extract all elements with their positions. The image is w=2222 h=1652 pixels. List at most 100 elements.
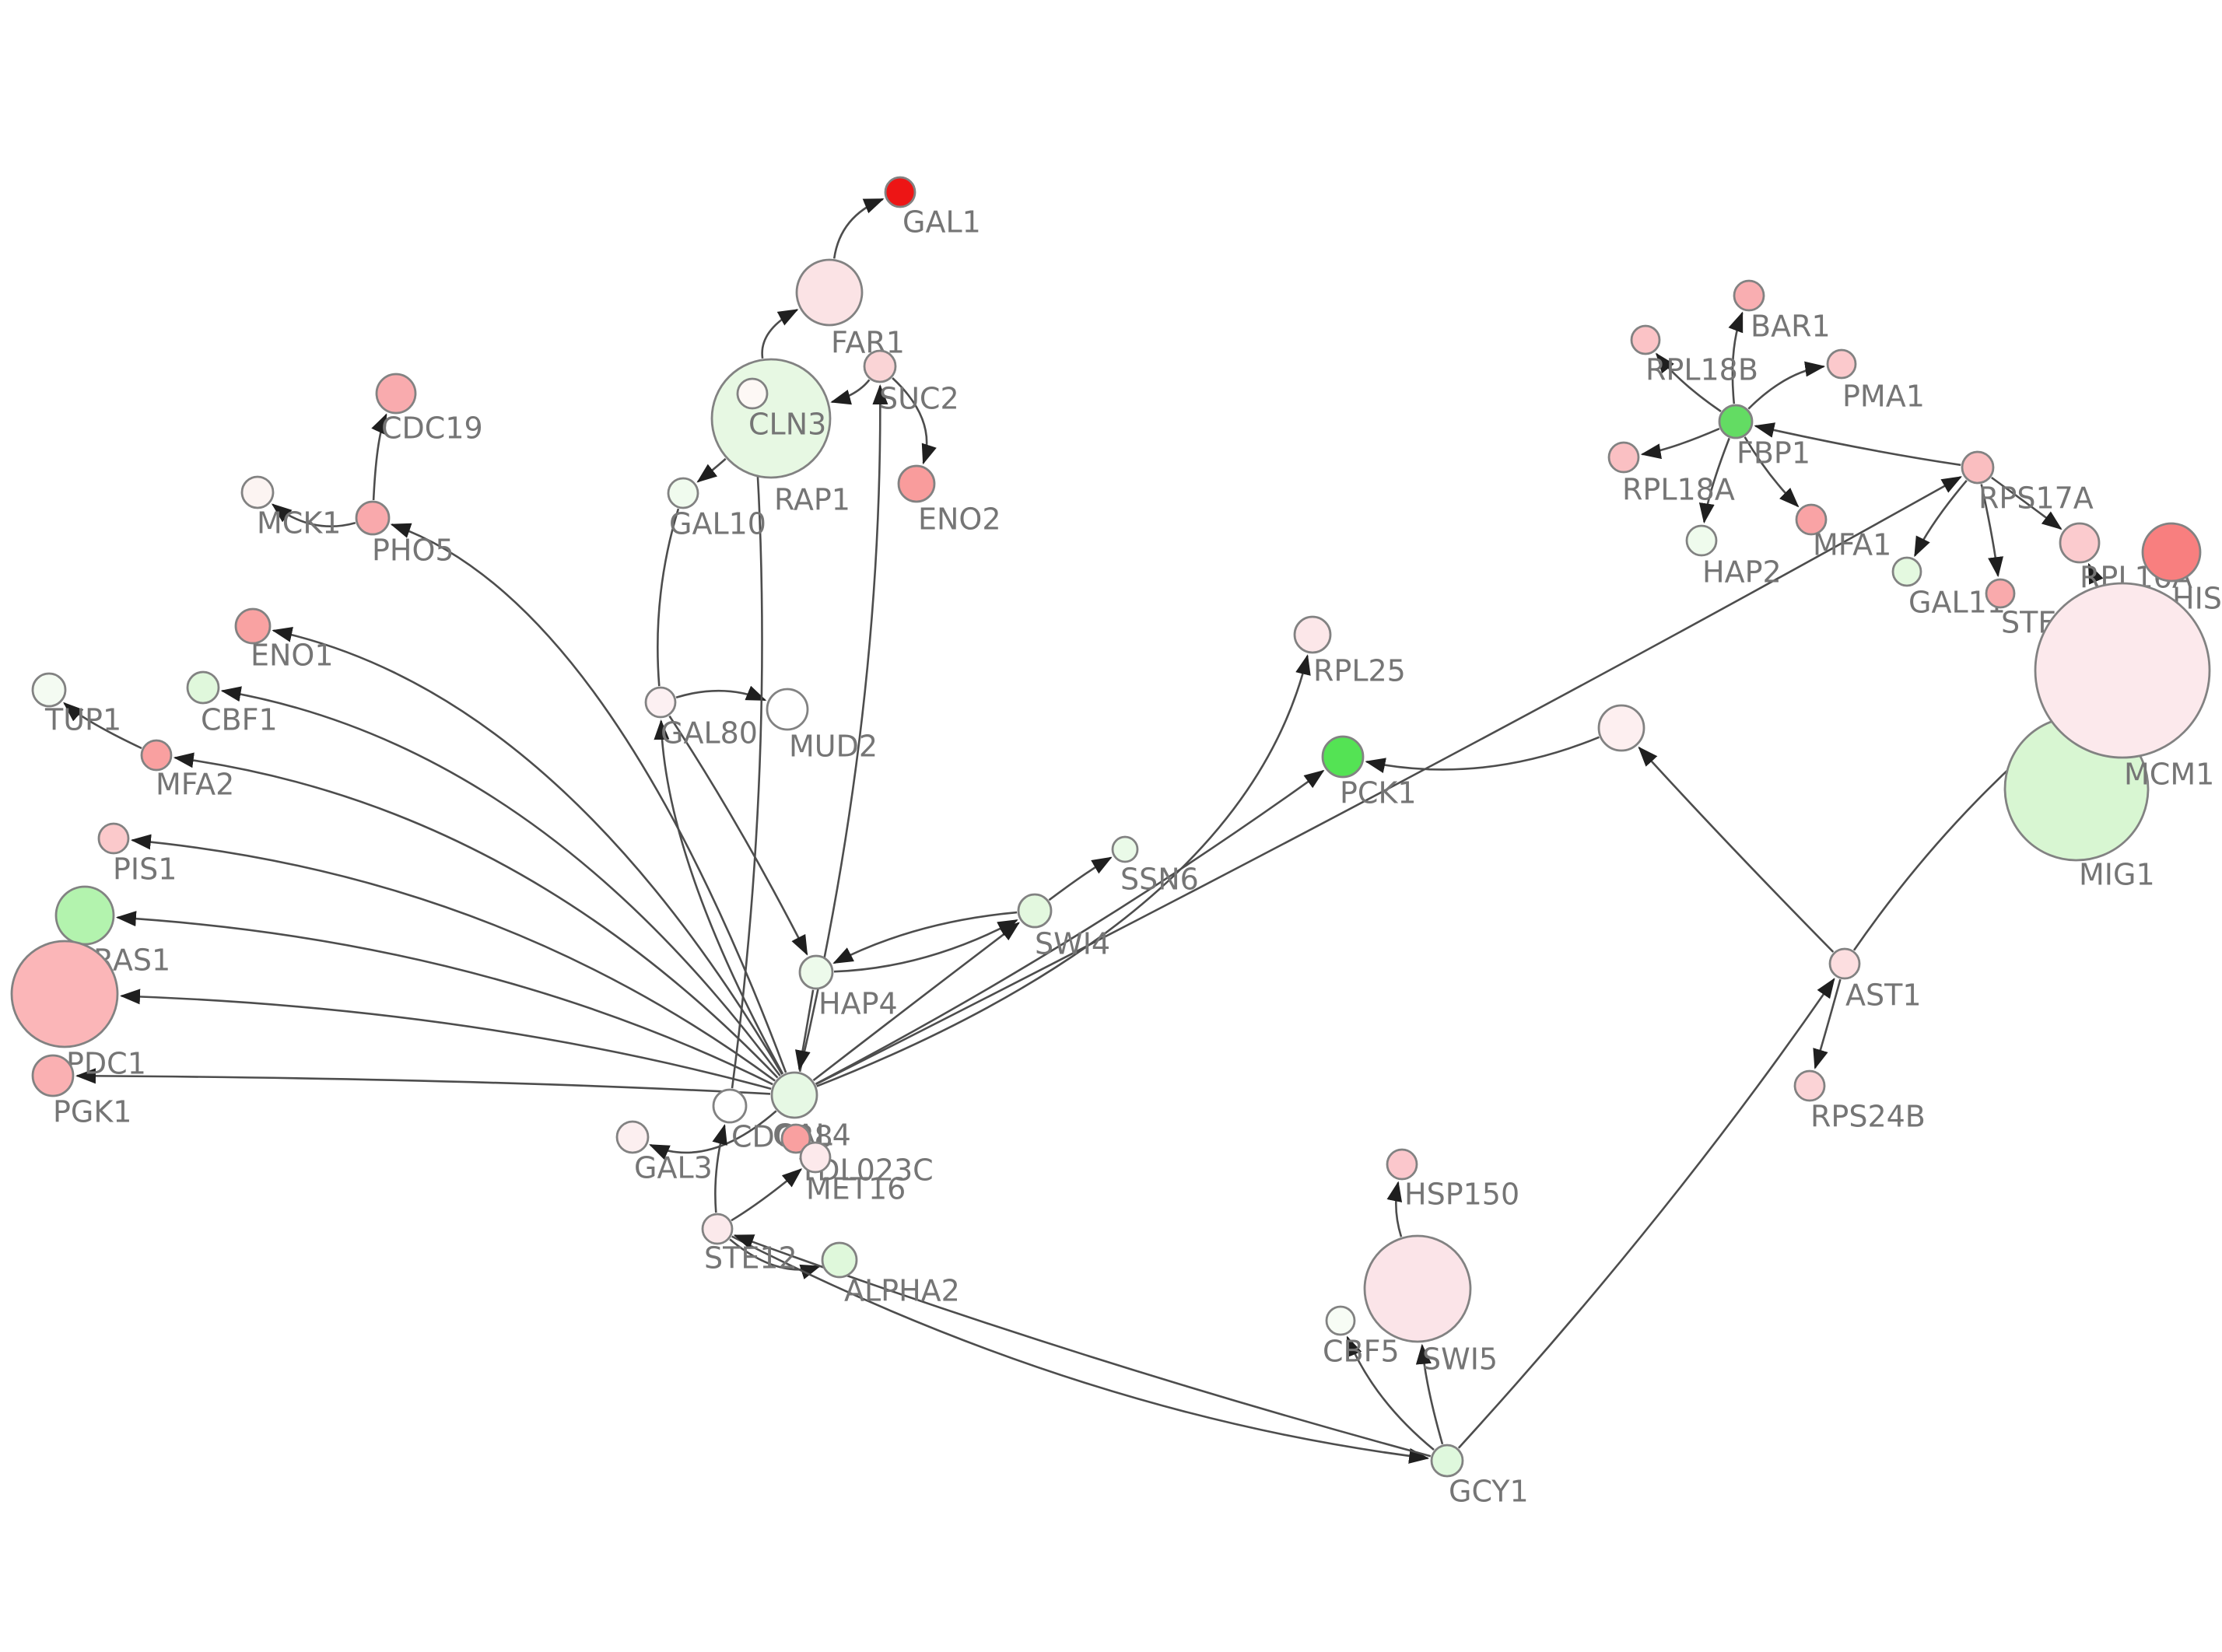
edge-rps17a-gal11[interactable] [1914, 479, 1968, 558]
node-suc2[interactable] [863, 349, 897, 383]
edge-rps17a-ste2[interactable] [1980, 484, 2004, 578]
edge-far1-gal1[interactable] [832, 198, 885, 259]
node-rpl16a[interactable] [2059, 522, 2101, 564]
edge-gal4-pck1[interactable] [815, 769, 1325, 1085]
edge-ast1-rps24b[interactable] [1813, 978, 1842, 1069]
edge-swi4-ssn6[interactable] [1048, 856, 1113, 901]
node-hap2[interactable] [1685, 524, 1718, 557]
node-rpl25[interactable] [1293, 615, 1332, 654]
node-pis1[interactable] [97, 822, 130, 855]
edge-gal4-rps17a[interactable] [815, 476, 1962, 1086]
edge-fbp1-rpl18a[interactable] [1640, 428, 1720, 460]
node-rps17a[interactable] [1961, 450, 1995, 485]
node-met16[interactable] [799, 1141, 832, 1174]
edge-gcy1-cbf5[interactable] [1346, 1335, 1435, 1451]
edge-gal4-ras1[interactable] [115, 911, 773, 1086]
edge-gcy1-ast1[interactable] [1457, 978, 1835, 1449]
edge-gal4-mfa2[interactable] [173, 752, 779, 1079]
edge-suc2-eno2[interactable] [892, 377, 937, 465]
node-gal80[interactable] [644, 686, 677, 719]
node-gal11[interactable] [1891, 556, 1922, 587]
node-hsp150[interactable] [1386, 1148, 1418, 1181]
edge-rap1-far1[interactable] [761, 309, 799, 359]
edge-gal4-gal80[interactable] [654, 719, 784, 1075]
edge-fbp1-rpl18b[interactable] [1655, 352, 1722, 413]
edge-gal4-eno1[interactable] [272, 626, 783, 1075]
node-ssn6[interactable] [1111, 835, 1139, 863]
node-ras1[interactable] [54, 885, 115, 946]
edge-pho5-mck1[interactable] [271, 503, 356, 528]
node-gal1[interactable] [884, 176, 916, 208]
edge-gal4-pdc1[interactable] [120, 989, 772, 1090]
edge-fbp1-pma1[interactable] [1747, 361, 1826, 410]
node-ste2[interactable] [1985, 578, 2016, 609]
node-rpl18a[interactable] [1607, 441, 1640, 474]
node-tup1[interactable] [31, 672, 67, 708]
node-mud2[interactable] [766, 688, 809, 731]
edge-gal4-rpl25[interactable] [816, 654, 1311, 1087]
node-mfa1[interactable] [1795, 503, 1828, 536]
node-cbf1[interactable] [186, 670, 220, 705]
node-rps24b[interactable] [1793, 1069, 1826, 1102]
edge-gal80-hap4[interactable] [668, 715, 808, 956]
node-bar1[interactable] [1733, 279, 1765, 312]
node-gal4[interactable] [770, 1071, 818, 1119]
edge-swi5-hsp150[interactable] [1386, 1181, 1403, 1237]
node-pma1[interactable] [1826, 348, 1857, 380]
node-eno2[interactable] [897, 464, 936, 503]
node-pgk1[interactable] [31, 1054, 75, 1097]
edge-ste12-gcy1[interactable] [731, 1235, 1430, 1464]
node-mck1[interactable] [240, 475, 275, 509]
node-pck1[interactable] [1321, 735, 1365, 779]
edge-cdc28-cln3[interactable] [731, 409, 763, 1089]
edge-unnamed-pck1[interactable] [1365, 736, 1600, 773]
node-rpl18b[interactable] [1630, 324, 1661, 355]
edge-hap4-swi4[interactable] [833, 919, 1018, 973]
edge-gal4-cbf1[interactable] [220, 686, 781, 1076]
edge-fbp1-bar1[interactable] [1728, 311, 1744, 404]
edge-ste12-met16[interactable] [731, 1168, 803, 1222]
edge-hap4-gal4[interactable] [794, 989, 815, 1071]
edge-gal4-pis1[interactable] [130, 834, 776, 1082]
edge-gal4-gal3[interactable] [649, 1110, 777, 1160]
edge-rap1-gal10[interactable] [696, 457, 727, 483]
node-cdc28[interactable] [712, 1088, 748, 1124]
node-pho5[interactable] [355, 500, 391, 536]
node-swi4[interactable] [1017, 893, 1053, 929]
node-ste12[interactable] [701, 1213, 734, 1245]
node-pdc1[interactable] [10, 940, 119, 1048]
edge-rps17a-fbp1[interactable] [1754, 422, 1961, 467]
node-far1[interactable] [795, 258, 864, 327]
edge-ste12-cdc28[interactable] [712, 1124, 727, 1213]
node-cdc19[interactable] [375, 373, 417, 415]
edge-swi4-hap4[interactable] [832, 911, 1018, 964]
edge-gal4-pgk1[interactable] [75, 1068, 771, 1095]
edge-mcm1-rpl16a[interactable] [2087, 562, 2104, 586]
node-cbf5[interactable] [1325, 1305, 1356, 1336]
node-ydl023c[interactable] [780, 1123, 811, 1154]
edge-fbp1-mfa1[interactable] [1744, 436, 1800, 508]
edge-pho5-cdc19[interactable] [371, 413, 387, 501]
node-fbp1[interactable] [1718, 404, 1754, 439]
edge-gcy1-swi5[interactable] [1415, 1343, 1444, 1445]
edge-mfa2-tup1[interactable] [63, 702, 142, 750]
node-eno1[interactable] [234, 607, 272, 645]
node-gal10[interactable] [667, 477, 699, 509]
node-mfa2[interactable] [140, 739, 173, 772]
node-swi5[interactable] [1363, 1234, 1472, 1343]
edge-rps17a-rpl16a[interactable] [1991, 476, 2063, 530]
node-hap4[interactable] [798, 954, 834, 990]
edge-fbp1-hap2[interactable] [1698, 437, 1730, 524]
edge-gal10-gal80[interactable] [657, 508, 680, 687]
edge-gal4-pho5[interactable] [390, 523, 787, 1073]
edge-suc2-rap1[interactable] [830, 379, 871, 405]
node-his4[interactable] [2141, 522, 2202, 583]
edge-ast1-unnamed[interactable] [1638, 746, 1835, 953]
node-ast1[interactable] [1828, 947, 1861, 980]
node-alpha2[interactable] [821, 1241, 858, 1279]
edge-gal80-mud2[interactable] [675, 685, 767, 702]
node-cln3[interactable] [736, 377, 769, 410]
node-mcm1[interactable] [2034, 582, 2211, 759]
node-unnamed[interactable] [1597, 704, 1645, 752]
